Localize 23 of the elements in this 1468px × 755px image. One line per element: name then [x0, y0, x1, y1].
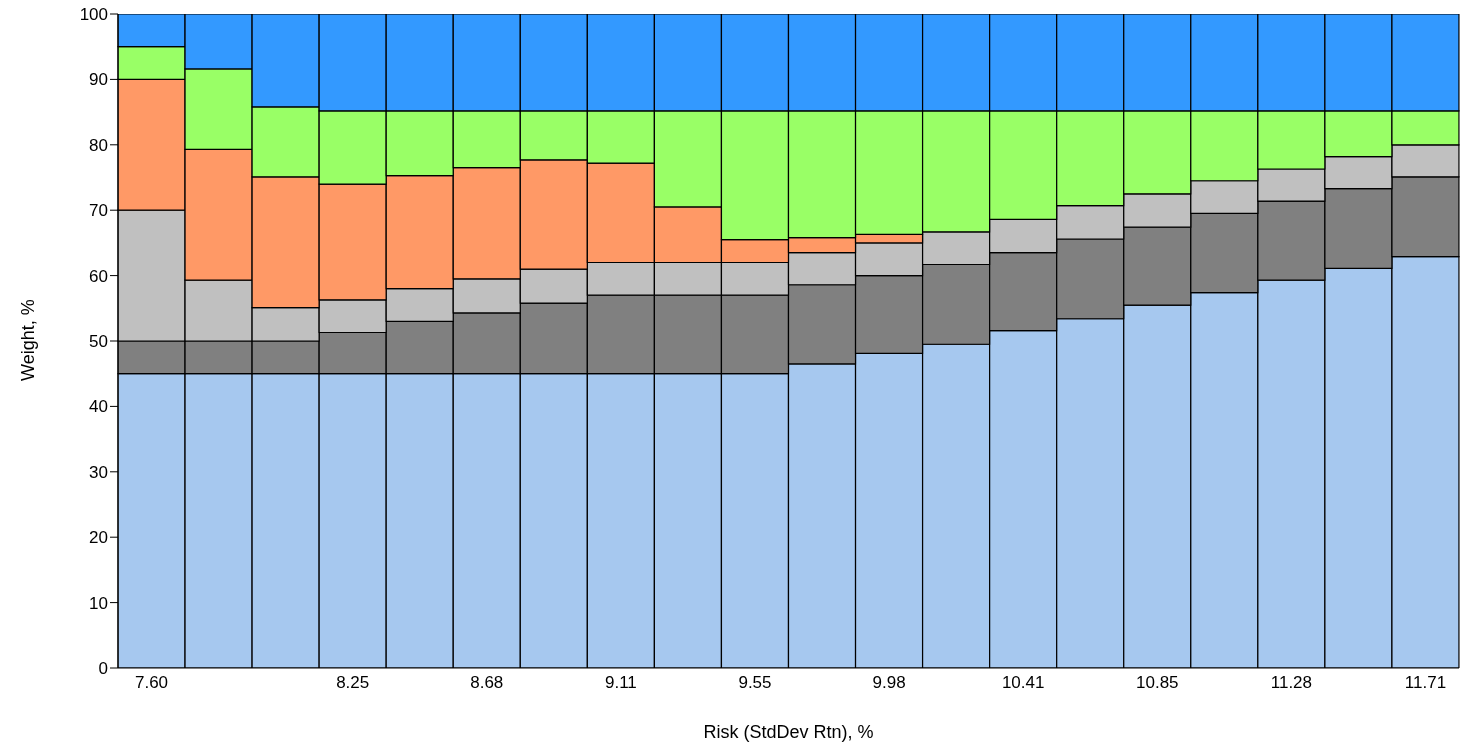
x-tick-label: 11.28: [1270, 673, 1313, 693]
y-tick-label: 20: [89, 528, 108, 548]
x-tick-label: 9.55: [738, 673, 772, 693]
y-tick-label: 100: [79, 5, 108, 25]
x-tick-label: 10.85: [1136, 673, 1179, 693]
y-tick-label: 60: [89, 266, 108, 286]
y-axis-title: Weight, %: [18, 299, 39, 381]
x-tick-label: 10.41: [1001, 673, 1045, 693]
y-tick-label: 50: [89, 332, 108, 352]
y-tick-label: 80: [89, 135, 108, 155]
x-tick-label: 8.25: [336, 673, 370, 693]
x-tick-label: 9.11: [604, 673, 637, 693]
y-tick-label: 90: [89, 70, 108, 90]
x-tick-label: 7.60: [134, 673, 169, 693]
y-tick-label: 0: [98, 659, 108, 679]
y-tick-label: 30: [89, 462, 108, 482]
x-tick-label: 11.71: [1404, 673, 1447, 693]
x-tick-label: 8.68: [470, 673, 504, 693]
y-tick-label: 10: [89, 593, 108, 613]
x-axis-title: Risk (StdDev Rtn), %: [703, 722, 874, 742]
y-tick-label: 40: [89, 397, 108, 417]
y-tick-label: 70: [89, 201, 108, 221]
x-tick-label: 9.98: [872, 673, 906, 693]
